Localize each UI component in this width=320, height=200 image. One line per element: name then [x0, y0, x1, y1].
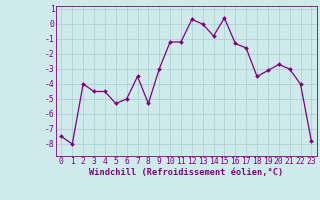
X-axis label: Windchill (Refroidissement éolien,°C): Windchill (Refroidissement éolien,°C)	[89, 168, 284, 177]
